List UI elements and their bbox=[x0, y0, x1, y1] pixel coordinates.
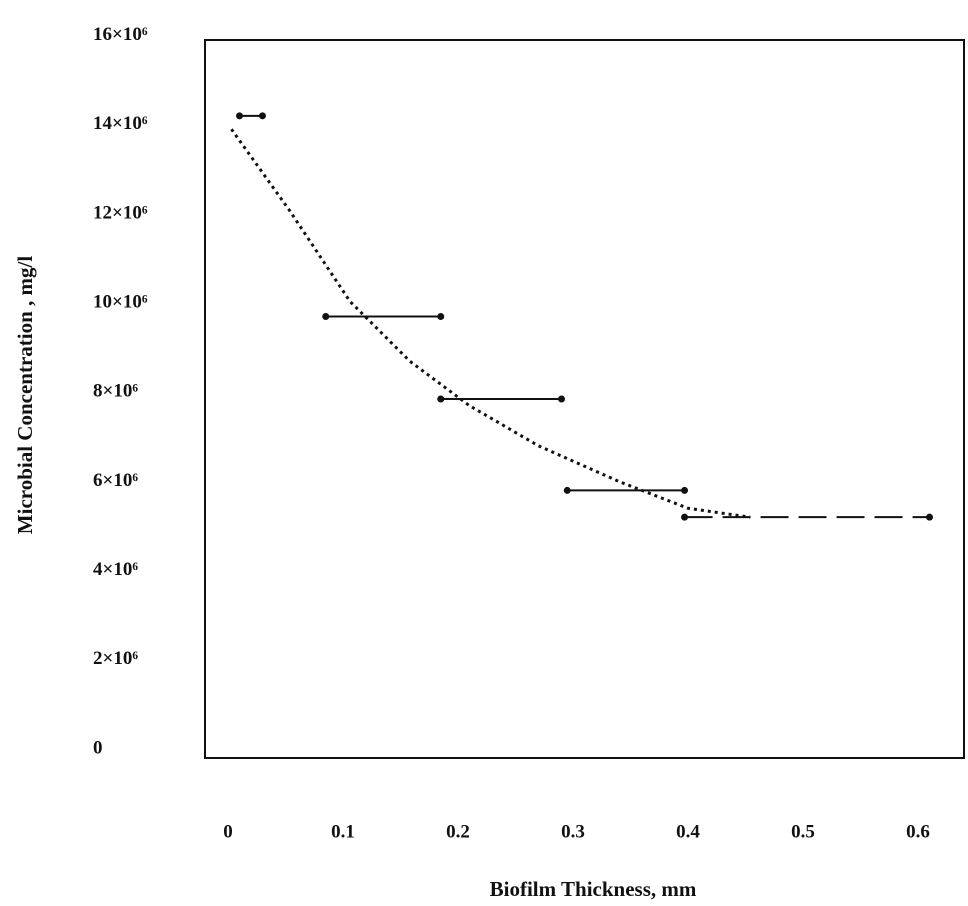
x-tick-label: 0.6 bbox=[906, 821, 930, 842]
y-axis-title: Microbial Concentration , mg/l bbox=[13, 256, 37, 535]
data-point bbox=[236, 112, 243, 120]
y-tick-label: 8×10⁶ bbox=[93, 381, 138, 402]
data-point bbox=[681, 513, 689, 521]
x-tick-label: 0.4 bbox=[676, 821, 700, 842]
y-tick-label: 6×10⁶ bbox=[93, 470, 138, 491]
x-tick-label: 0.2 bbox=[446, 821, 470, 842]
x-tick-label: 0.3 bbox=[561, 821, 585, 842]
plot-frame bbox=[204, 39, 965, 759]
x-tick-label: 0 bbox=[223, 821, 233, 842]
y-tick-label: 0 bbox=[93, 737, 103, 758]
data-point bbox=[926, 513, 933, 521]
data-point bbox=[563, 486, 571, 494]
data-point bbox=[437, 312, 445, 320]
data-point bbox=[437, 395, 445, 403]
y-tick-label: 14×10⁶ bbox=[93, 113, 148, 134]
data-point bbox=[322, 312, 330, 320]
x-axis-title: Biofilm Thickness, mm bbox=[490, 877, 697, 901]
data-point bbox=[681, 486, 689, 494]
data-point bbox=[259, 112, 266, 120]
data-point bbox=[558, 395, 565, 403]
y-tick-label: 12×10⁶ bbox=[93, 202, 148, 223]
data-line bbox=[230, 128, 751, 519]
y-tick-label: 16×10⁶ bbox=[93, 24, 148, 45]
x-tick-label: 0.5 bbox=[791, 821, 815, 842]
x-tick-label: 0.1 bbox=[331, 821, 355, 842]
y-tick-label: 4×10⁶ bbox=[93, 559, 138, 580]
y-tick-label: 10×10⁶ bbox=[93, 291, 148, 312]
y-tick-label: 2×10⁶ bbox=[93, 648, 138, 669]
